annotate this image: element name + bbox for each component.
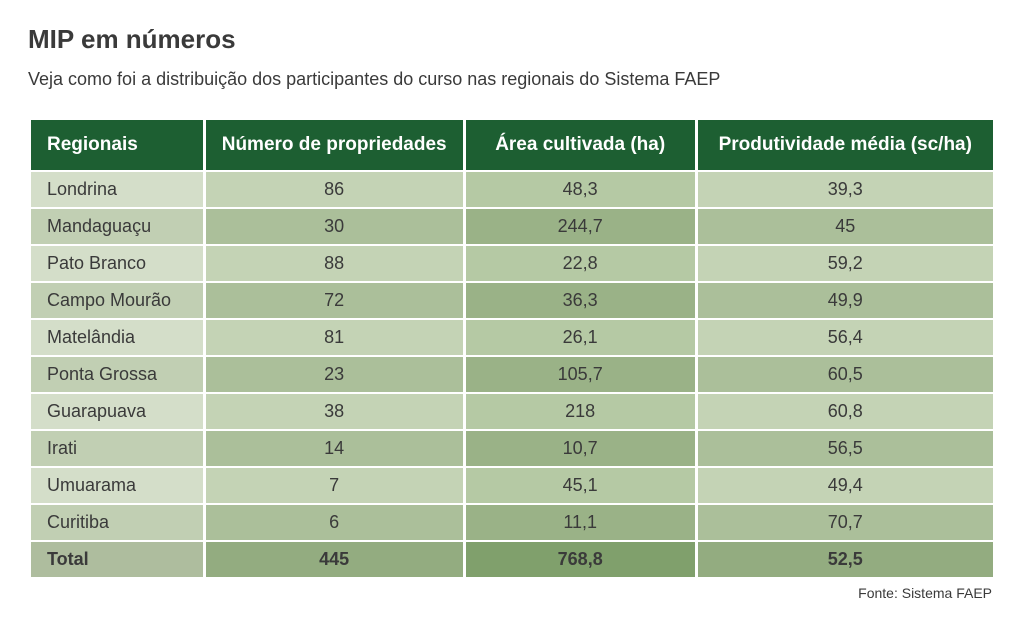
table-cell: 6 xyxy=(206,505,463,540)
table-cell: 72 xyxy=(206,283,463,318)
table-cell: Curitiba xyxy=(31,505,203,540)
table-row: Ponta Grossa23105,760,5 xyxy=(31,357,993,392)
table-cell: Ponta Grossa xyxy=(31,357,203,392)
table-cell: 88 xyxy=(206,246,463,281)
table-cell: 56,4 xyxy=(698,320,993,355)
table-cell: 49,4 xyxy=(698,468,993,503)
table-cell: 49,9 xyxy=(698,283,993,318)
table-cell: 7 xyxy=(206,468,463,503)
table-cell: 14 xyxy=(206,431,463,466)
table-total-cell: 445 xyxy=(206,542,463,577)
table-cell: 45,1 xyxy=(466,468,695,503)
table-row: Londrina8648,339,3 xyxy=(31,172,993,207)
table-cell: 56,5 xyxy=(698,431,993,466)
source-label: Fonte: Sistema FAEP xyxy=(28,585,996,601)
table-cell: Campo Mourão xyxy=(31,283,203,318)
table-cell: Umuarama xyxy=(31,468,203,503)
table-row: Campo Mourão7236,349,9 xyxy=(31,283,993,318)
table-cell: 81 xyxy=(206,320,463,355)
table-row: Irati1410,756,5 xyxy=(31,431,993,466)
table-cell: 244,7 xyxy=(466,209,695,244)
table-total-cell: Total xyxy=(31,542,203,577)
table-cell: Irati xyxy=(31,431,203,466)
page-title: MIP em números xyxy=(28,24,996,55)
column-header: Produtividade média (sc/ha) xyxy=(698,120,993,170)
table-row: Umuarama745,149,4 xyxy=(31,468,993,503)
column-header: Regionais xyxy=(31,120,203,170)
table-cell: 22,8 xyxy=(466,246,695,281)
data-table: RegionaisNúmero de propriedadesÁrea cult… xyxy=(28,118,996,579)
table-body: Londrina8648,339,3Mandaguaçu30244,745Pat… xyxy=(31,172,993,577)
table-row: Pato Branco8822,859,2 xyxy=(31,246,993,281)
table-cell: 11,1 xyxy=(466,505,695,540)
column-header: Área cultivada (ha) xyxy=(466,120,695,170)
table-cell: 23 xyxy=(206,357,463,392)
table-cell: Matelândia xyxy=(31,320,203,355)
table-cell: Guarapuava xyxy=(31,394,203,429)
table-cell: 105,7 xyxy=(466,357,695,392)
table-total-cell: 768,8 xyxy=(466,542,695,577)
table-row: Matelândia8126,156,4 xyxy=(31,320,993,355)
table-total-row: Total445768,852,5 xyxy=(31,542,993,577)
table-cell: 60,8 xyxy=(698,394,993,429)
table-row: Curitiba611,170,7 xyxy=(31,505,993,540)
column-header: Número de propriedades xyxy=(206,120,463,170)
table-cell: 39,3 xyxy=(698,172,993,207)
table-cell: 10,7 xyxy=(466,431,695,466)
table-cell: 218 xyxy=(466,394,695,429)
table-cell: 86 xyxy=(206,172,463,207)
table-cell: Mandaguaçu xyxy=(31,209,203,244)
table-row: Guarapuava3821860,8 xyxy=(31,394,993,429)
table-cell: 59,2 xyxy=(698,246,993,281)
table-cell: 36,3 xyxy=(466,283,695,318)
table-cell: 70,7 xyxy=(698,505,993,540)
table-cell: 26,1 xyxy=(466,320,695,355)
page-subtitle: Veja como foi a distribuição dos partici… xyxy=(28,69,996,90)
table-total-cell: 52,5 xyxy=(698,542,993,577)
table-row: Mandaguaçu30244,745 xyxy=(31,209,993,244)
table-cell: Londrina xyxy=(31,172,203,207)
table-cell: 45 xyxy=(698,209,993,244)
table-cell: 38 xyxy=(206,394,463,429)
table-cell: 30 xyxy=(206,209,463,244)
table-cell: 48,3 xyxy=(466,172,695,207)
table-cell: Pato Branco xyxy=(31,246,203,281)
table-cell: 60,5 xyxy=(698,357,993,392)
table-header: RegionaisNúmero de propriedadesÁrea cult… xyxy=(31,120,993,170)
